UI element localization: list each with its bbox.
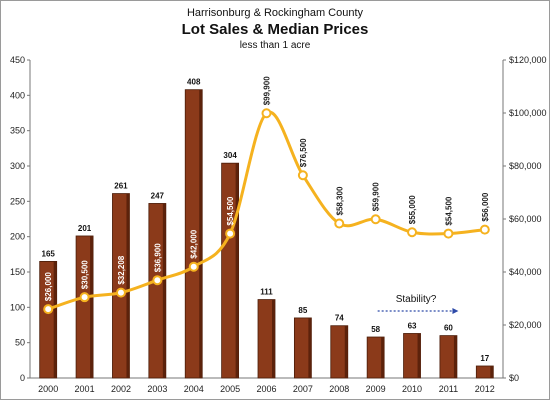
x-tick-label: 2008 [329, 384, 349, 394]
sales-bar-value: 247 [151, 191, 165, 200]
median-price-label: $36,900 [153, 243, 162, 272]
x-tick-label: 2011 [439, 384, 458, 394]
sales-bar-shade [199, 89, 203, 379]
median-price-label: $58,300 [335, 186, 344, 215]
x-tick-label: 2010 [402, 384, 422, 394]
x-tick-label: 2012 [475, 384, 495, 394]
median-price-point [79, 292, 90, 303]
median-price-point [152, 275, 163, 286]
sales-bar-shade [162, 203, 166, 378]
sales-bar-value: 17 [480, 354, 489, 363]
sales-bar-value: 63 [408, 321, 417, 330]
median-price-label: $26,000 [44, 272, 53, 301]
sales-bar-value: 165 [42, 249, 56, 258]
median-price-label: $54,500 [226, 196, 235, 225]
sales-bar-value: 60 [444, 324, 453, 333]
sales-bar-shade [126, 193, 130, 378]
left-tick-label: 50 [15, 338, 25, 348]
median-price-point [407, 227, 418, 238]
sales-bar-value: 201 [78, 224, 92, 233]
median-price-label: $42,000 [190, 229, 199, 258]
sales-bar-shade [272, 299, 275, 378]
sales-bar-value: 304 [223, 151, 237, 160]
chart-subtitle: Harrisonburg & Rockingham County [186, 7, 364, 19]
sales-bar-value: 58 [371, 325, 380, 334]
median-price-label: $59,900 [372, 182, 381, 211]
x-tick-label: 2002 [111, 384, 131, 394]
sales-bar-shade [344, 325, 348, 378]
right-tick-label: $80,000 [509, 161, 542, 171]
x-tick-label: 2001 [75, 384, 95, 394]
median-price-label: $99,900 [263, 76, 272, 105]
left-tick-label: 300 [10, 161, 25, 171]
x-tick-label: 2005 [220, 384, 240, 394]
left-tick-label: 100 [10, 302, 25, 312]
sales-bar-value: 74 [335, 314, 344, 323]
median-price-point [479, 224, 490, 235]
chart-note: less than 1 acre [239, 40, 311, 51]
sales-bar-value: 85 [298, 306, 307, 315]
median-price-point [297, 170, 308, 181]
sales-bar-shade [90, 235, 94, 378]
left-tick-label: 250 [10, 196, 25, 206]
sales-bar-shade [235, 163, 239, 378]
sales-bar-shade [453, 335, 457, 378]
median-price-point [225, 228, 236, 239]
median-price-label: $76,500 [299, 138, 308, 167]
left-tick-label: 400 [10, 90, 25, 100]
x-tick-label: 2009 [366, 384, 386, 394]
left-tick-label: 450 [10, 55, 25, 65]
x-tick-label: 2003 [147, 384, 167, 394]
x-tick-label: 2007 [293, 384, 313, 394]
right-tick-label: $100,000 [509, 108, 547, 118]
median-price-point [443, 228, 454, 239]
median-price-label: $54,500 [444, 196, 453, 225]
sales-bar-shade [490, 365, 494, 378]
left-tick-label: 200 [10, 232, 25, 242]
right-tick-label: $0 [509, 373, 519, 383]
sales-bar-shade [53, 261, 57, 378]
chart-title: Lot Sales & Median Prices [181, 21, 369, 38]
sales-bar-shade [308, 317, 312, 378]
right-tick-label: $40,000 [509, 267, 542, 277]
median-price-label: $30,500 [81, 260, 90, 289]
x-tick-label: 2000 [38, 384, 58, 394]
median-price-point [261, 108, 272, 119]
sales-bar-shade [381, 337, 385, 378]
left-tick-label: 0 [20, 373, 25, 383]
left-tick-label: 150 [10, 267, 25, 277]
median-price-point [334, 218, 345, 229]
median-price-point [115, 287, 126, 298]
chart-titles: Harrisonburg & Rockingham County Lot Sal… [0, 6, 550, 52]
median-price-label: $55,000 [408, 195, 417, 224]
right-tick-label: $60,000 [509, 214, 542, 224]
stability-arrow-head [452, 308, 459, 314]
x-tick-label: 2006 [256, 384, 276, 394]
right-tick-label: $20,000 [509, 320, 542, 330]
median-price-label: $32,208 [117, 255, 126, 284]
sales-bar-value: 111 [260, 288, 273, 297]
median-price-point [370, 214, 381, 225]
left-tick-label: 350 [10, 126, 25, 136]
sales-bar-value: 408 [187, 78, 201, 87]
median-price-point [188, 261, 199, 272]
median-price-label: $56,000 [481, 192, 490, 221]
median-price-point [43, 304, 54, 315]
x-tick-label: 2004 [184, 384, 204, 394]
right-tick-label: $120,000 [509, 55, 547, 65]
sales-bar-shade [417, 333, 421, 378]
stability-annotation: Stability? [396, 294, 437, 305]
sales-bar-value: 261 [114, 182, 128, 191]
